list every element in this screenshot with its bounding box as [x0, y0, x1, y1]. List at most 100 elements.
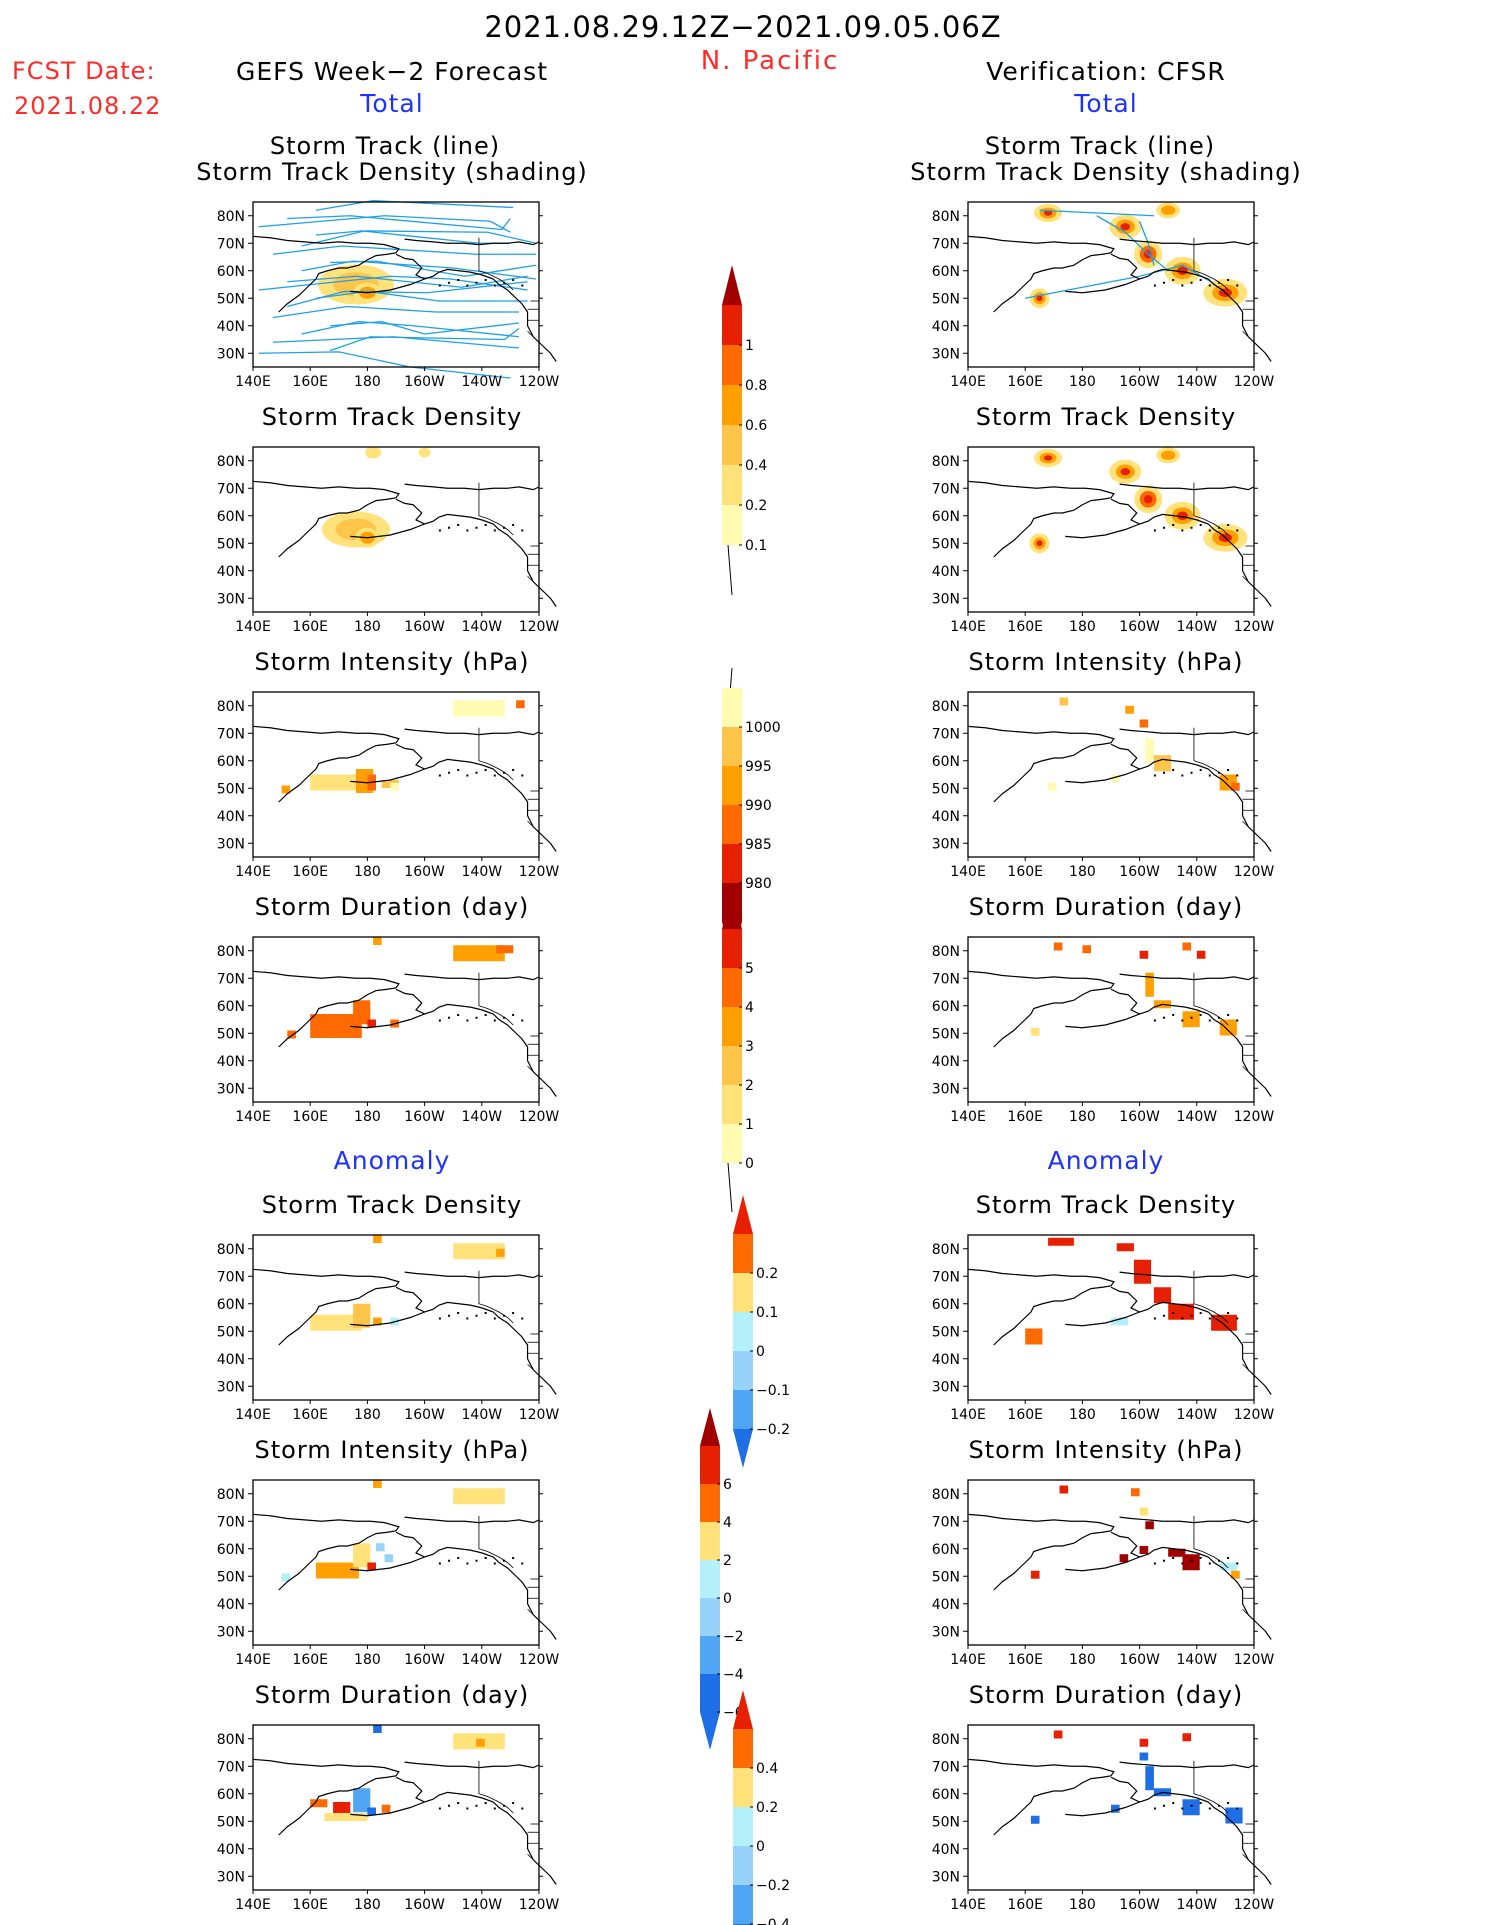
grid-cell: [373, 937, 382, 945]
lon-tick-label: 140W: [462, 374, 503, 390]
island: [1199, 1312, 1202, 1314]
island: [1217, 1314, 1220, 1317]
map-frame: [967, 446, 1255, 613]
coastline: [252, 970, 400, 1048]
political-border: [1242, 575, 1249, 583]
island: [1163, 1314, 1166, 1317]
colorbar-tick-label: 3: [745, 1039, 754, 1055]
island: [1227, 769, 1230, 771]
island: [466, 284, 469, 287]
colorbar-duration-total: 5 4 3 2 1 0: [722, 890, 754, 1213]
coastline: [1065, 523, 1140, 539]
coastline: [967, 725, 1115, 803]
political-border: [527, 575, 534, 583]
island: [457, 1312, 460, 1314]
grid-cell: [1145, 972, 1154, 997]
colorbar-end-line: [727, 1162, 733, 1213]
lon-tick-label: 160W: [1119, 619, 1160, 635]
map-frame: [967, 1234, 1255, 1401]
colorbar-segment: [733, 1807, 753, 1846]
island: [484, 769, 487, 771]
lon-tick-label: 160E: [292, 1109, 328, 1125]
left-anom-intensity-title: Storm Intensity (hPa): [254, 1436, 530, 1464]
map-background: [968, 937, 1254, 1102]
island: [1199, 279, 1202, 281]
island: [1190, 771, 1193, 774]
lat-tick-label: 30N: [932, 1869, 960, 1885]
map-background: [968, 1480, 1254, 1645]
coastline: [1065, 1801, 1140, 1817]
island: [1153, 1317, 1156, 1320]
right-track-shading-title: Storm Track Density (shading): [910, 158, 1302, 186]
lat-tick-label: 70N: [932, 726, 960, 742]
right-column-title: Verification: CFSR: [986, 57, 1226, 86]
lat-tick-label: 60N: [217, 264, 245, 280]
coastline: [1110, 1776, 1272, 1885]
map-background: [253, 1480, 539, 1645]
lat-tick-label: 80N: [932, 944, 960, 960]
grid-cell: [1030, 1570, 1040, 1579]
grid-cell: [1059, 697, 1069, 706]
lat-tick-label: 60N: [217, 509, 245, 525]
map-frame: [252, 201, 540, 368]
political-border: [1242, 1065, 1249, 1073]
grid-cell: [453, 700, 505, 717]
grid-cell: [373, 1317, 382, 1326]
lon-tick-label: 160E: [1007, 619, 1043, 635]
density-blob-peak: [1043, 210, 1053, 216]
lon-tick-label: 140W: [1177, 1897, 1218, 1913]
grid-cell: [1139, 1752, 1149, 1761]
lon-tick-label: 160E: [1007, 374, 1043, 390]
lon-tick-label: 180: [354, 1109, 381, 1125]
lon-tick-label: 160E: [1007, 1652, 1043, 1668]
lat-tick-label: 30N: [217, 1869, 245, 1885]
grid-cell: [1231, 1570, 1240, 1579]
storm-track-line: [330, 260, 537, 277]
island: [502, 771, 505, 774]
island: [521, 1562, 524, 1565]
lat-tick-label: 70N: [932, 1514, 960, 1530]
lat-tick-label: 80N: [932, 699, 960, 715]
grid-cell: [373, 1235, 382, 1243]
island: [512, 279, 515, 281]
lat-tick-label: 60N: [217, 1297, 245, 1313]
lon-tick-label: 140E: [950, 1407, 986, 1423]
left-column-title: GEFS Week−2 Forecast: [235, 57, 549, 86]
lat-tick-label: 70N: [217, 481, 245, 497]
grid-cell: [1153, 755, 1172, 772]
density-blob-core: [421, 449, 429, 456]
lon-tick-label: 160W: [404, 374, 445, 390]
map-panel-cfsr-duration: 80N 70N 60N 50N 40N 30N 140E 160E 180 160W 140W 120…: [932, 936, 1274, 1125]
colorbar-tick-label: −0.2: [756, 1422, 790, 1438]
colorbar-segment: [722, 766, 742, 805]
lon-tick-label: 120W: [1234, 619, 1275, 635]
island: [1208, 1807, 1211, 1810]
colorbar-tick-label: 1: [745, 1117, 754, 1133]
colorbar-segment: [722, 688, 742, 727]
island: [502, 526, 505, 529]
lon-tick-label: 160W: [404, 619, 445, 635]
grid-cell: [1139, 719, 1149, 728]
political-border: [1242, 820, 1249, 828]
grid-cell: [353, 1000, 371, 1025]
lon-tick-label: 120W: [1234, 1652, 1275, 1668]
island: [1181, 1317, 1184, 1320]
lon-tick-label: 140W: [1177, 1652, 1218, 1668]
lat-tick-label: 50N: [217, 1814, 245, 1830]
island: [521, 529, 524, 532]
colorbar-segment: [700, 1446, 720, 1484]
grid-cell: [1182, 1011, 1200, 1028]
grid-cell: [381, 1804, 391, 1813]
colorbar-segment: [722, 1085, 742, 1124]
map-panel-gefs-track: 80N 70N 60N 50N 40N 30N 140E 160E 180 160W 140W 120…: [217, 199, 559, 390]
island: [1227, 1014, 1230, 1016]
lat-tick-label: 50N: [932, 291, 960, 307]
political-border: [1193, 1270, 1229, 1324]
lat-tick-label: 50N: [932, 1324, 960, 1340]
coastline: [395, 1531, 557, 1640]
grid-cell: [353, 1788, 371, 1813]
island: [493, 1317, 496, 1320]
grid-cell: [1139, 1507, 1149, 1516]
colorbar-segment: [733, 1390, 753, 1429]
storm-track-line: [301, 230, 537, 247]
